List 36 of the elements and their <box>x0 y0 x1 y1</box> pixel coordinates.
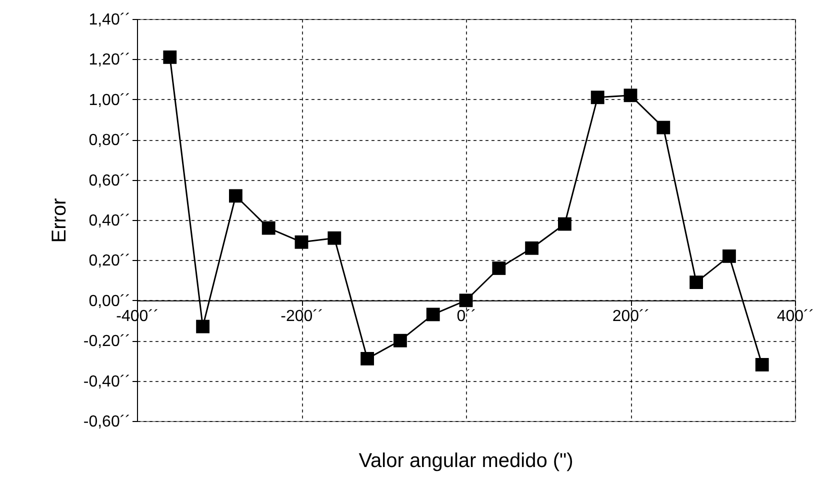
point <box>755 358 769 372</box>
point <box>228 189 242 203</box>
point <box>590 90 604 104</box>
y-tick-label: 0,60´´ <box>88 172 130 190</box>
y-tick-label: 1,20´´ <box>88 52 130 69</box>
point <box>722 249 736 263</box>
point <box>690 276 704 290</box>
point <box>459 294 473 308</box>
point <box>328 231 342 245</box>
point <box>294 235 308 249</box>
y-tick-label: 0,80´´ <box>88 132 130 150</box>
y-tick-label: 0,20´´ <box>88 252 130 270</box>
x-tick-label: -200´´ <box>280 308 324 325</box>
x-axis-title: Valor angular medido (") <box>358 450 574 472</box>
x-tick-label: 400´´ <box>776 308 814 325</box>
point <box>492 262 506 275</box>
point <box>656 120 670 134</box>
point <box>196 320 210 334</box>
point <box>360 352 374 366</box>
y-tick-label: 0,00´´ <box>88 292 130 310</box>
y-tick-label: -0,40´´ <box>83 373 130 390</box>
y-tick-label: 1,40´´ <box>88 12 130 28</box>
point <box>262 221 276 235</box>
y-tick-label: -0,20´´ <box>83 333 130 350</box>
y-tick-label: 0,40´´ <box>88 212 130 230</box>
point <box>426 308 440 322</box>
point <box>558 217 572 231</box>
y-axis-title: Error <box>48 198 70 243</box>
point <box>624 88 638 102</box>
y-tick-label: 1,00´´ <box>88 92 130 109</box>
point <box>163 50 177 64</box>
y-tick-label: -0,60´´ <box>83 414 130 430</box>
point <box>525 241 539 255</box>
point <box>393 334 407 348</box>
x-tick-label: 0´´ <box>456 308 476 325</box>
x-tick-label: 200´´ <box>612 308 650 325</box>
